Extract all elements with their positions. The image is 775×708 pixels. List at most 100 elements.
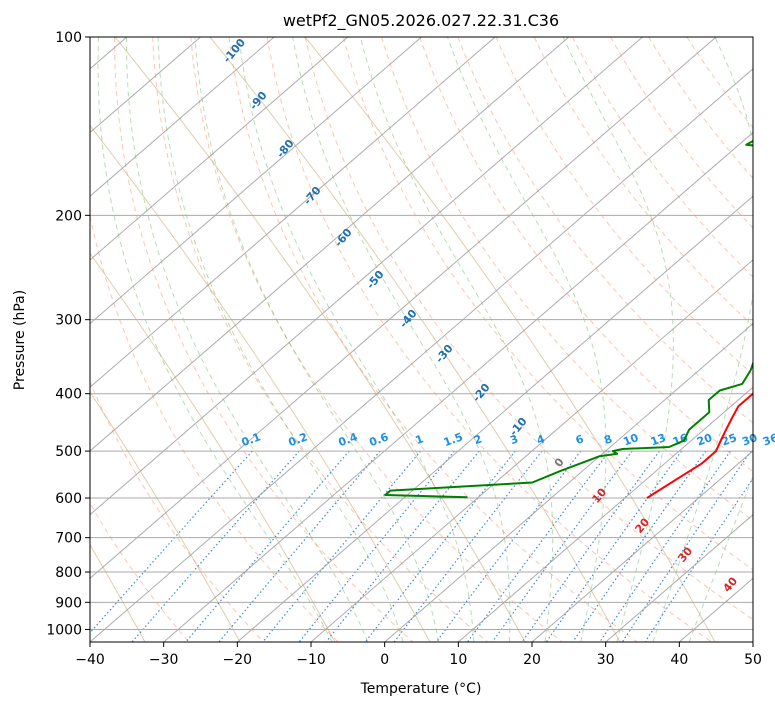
background-curve [90, 391, 241, 642]
isotherm-line [90, 37, 422, 325]
y-tick-label: 400 [55, 387, 82, 403]
mixing-ratio-line [393, 450, 543, 642]
isotherm-line [90, 37, 496, 388]
series-lines [384, 139, 753, 499]
y-tick-label: 600 [55, 491, 82, 507]
moist-adiabat [126, 37, 369, 642]
dry-adiabat [90, 212, 339, 642]
mixing-ratio-line [325, 450, 480, 642]
mixing-ratio-label: 3 [508, 432, 520, 447]
mixing-ratio-label: 30 [740, 431, 759, 449]
mixing-ratio-line [262, 450, 422, 642]
dry-adiabat [648, 37, 753, 180]
dry-adiabat [190, 37, 563, 642]
isotherm-line [310, 259, 753, 642]
y-axis-label: Pressure (hPa) [12, 290, 28, 390]
moist-adiabat [238, 37, 475, 642]
height-label: 0 [552, 455, 567, 469]
y-tick-label: 200 [55, 208, 82, 224]
mixing-ratio-label: 1 [414, 432, 426, 447]
mixing-ratio-line [572, 450, 707, 642]
moist-adiabat [652, 37, 753, 642]
moist-adiabat [562, 37, 674, 642]
isotherm-line [605, 513, 753, 642]
dry-adiabat [228, 37, 638, 642]
isotherm-line [90, 37, 717, 579]
chart-title: wetPf2_GN05.2026.027.22.31.C36 [283, 11, 559, 31]
x-axis-ticks: −40 −30 −20 −10 0 10 20 30 40 50 [75, 642, 762, 668]
dry-adiabat [90, 380, 264, 642]
dry-adiabat [419, 37, 753, 473]
background-curve [304, 37, 716, 642]
y-tick-label: 100 [55, 30, 82, 46]
dry-adiabat [457, 37, 753, 424]
x-tick-label: 50 [744, 652, 762, 668]
dry-adiabat [266, 37, 712, 642]
background-curve [209, 37, 621, 642]
mixing-ratio-label: 0.6 [367, 430, 390, 449]
mixing-ratio-label: 1.5 [442, 430, 465, 449]
y-tick-label: 500 [55, 444, 82, 460]
y-tick-label: 300 [55, 313, 82, 329]
isotherm-line [90, 37, 643, 516]
x-tick-label: 30 [597, 652, 615, 668]
isotherm-line [90, 68, 753, 642]
height-label: -20 [470, 381, 493, 405]
dry-adiabat [304, 37, 753, 621]
height-label: 30 [675, 544, 695, 564]
mixing-ratio-label: 2 [472, 432, 484, 447]
series-line-1 [646, 391, 753, 499]
isotherm-line [457, 386, 753, 642]
moist-adiabat [194, 37, 439, 642]
isotherm-line [752, 641, 753, 642]
background-curve [90, 252, 336, 642]
isotherm-line [236, 195, 753, 642]
height-label: -90 [247, 89, 270, 113]
mixing-ratio-line [218, 450, 381, 642]
moist-adiabat [359, 37, 554, 642]
height-label: -70 [301, 184, 324, 208]
x-tick-label: 10 [449, 652, 467, 668]
height-label: 10 [589, 485, 609, 505]
dry-adiabat [90, 502, 190, 642]
x-tick-label: 20 [523, 652, 541, 668]
x-tick-label: −30 [149, 652, 179, 668]
isotherm-line [384, 322, 753, 642]
dry-adiabat [343, 37, 753, 571]
x-tick-label: −40 [75, 652, 105, 668]
mixing-ratio-label: 36 [761, 431, 775, 449]
moist-adiabat [447, 37, 607, 642]
isotherm-line [531, 450, 753, 642]
mixing-ratio-label: 20 [695, 431, 714, 449]
moist-adiabat [157, 37, 404, 642]
background-curve [114, 37, 526, 642]
mixing-ratio-line [491, 450, 633, 642]
mixing-ratio-label: 0.4 [337, 430, 360, 449]
background-lines [90, 37, 753, 642]
dry-adiabat [533, 37, 753, 327]
y-tick-label: 900 [55, 595, 82, 611]
dry-adiabat [571, 37, 753, 278]
dry-adiabat [114, 37, 414, 642]
series-line-2 [384, 139, 753, 499]
x-tick-label: −20 [223, 652, 253, 668]
isotherm-line [90, 37, 349, 261]
y-axis-ticks: 100 200 300 400 500 600 700 800 900 1000 [46, 30, 90, 638]
y-tick-label: 800 [55, 565, 82, 581]
height-label: -80 [274, 137, 297, 161]
mixing-ratio-line [521, 450, 660, 642]
x-axis-label: Temperature (°C) [360, 681, 482, 697]
mixing-ratio-label: 13 [649, 431, 668, 448]
y-tick-label: 1000 [46, 622, 82, 638]
mixing-ratio-line [185, 450, 350, 642]
mixing-ratio-label: 0.2 [287, 430, 310, 449]
mixing-ratio-label: 6 [574, 432, 586, 447]
height-label: -50 [364, 268, 387, 292]
isotherm-line [90, 37, 201, 134]
height-label: -100 [220, 36, 248, 66]
mixing-ratio-line [298, 450, 455, 642]
mixing-ratio-label: 4 [535, 432, 547, 447]
mixing-ratio-label: 10 [621, 431, 640, 449]
